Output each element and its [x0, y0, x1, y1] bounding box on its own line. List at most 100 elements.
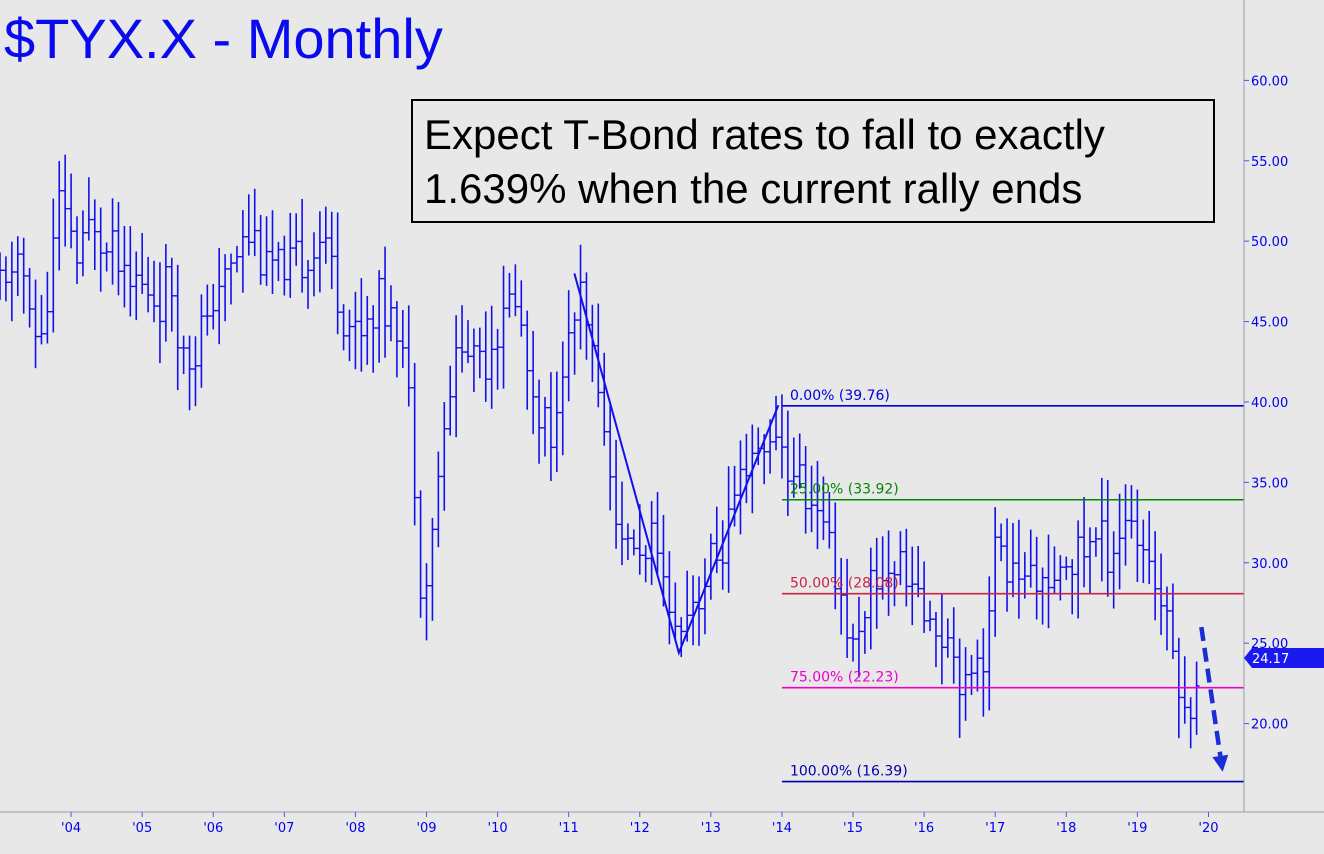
y-tick-label: 35.00	[1251, 476, 1288, 491]
forecast-arrow-head	[1212, 754, 1229, 772]
price-bar	[915, 546, 922, 598]
price-bar	[1110, 531, 1117, 609]
price-bar	[950, 607, 957, 684]
price-bar	[8, 241, 15, 322]
y-tick-label: 45.00	[1251, 316, 1288, 331]
price-bar	[26, 267, 33, 328]
price-bar	[624, 523, 631, 560]
price-bar	[1039, 567, 1046, 625]
price-bar	[571, 312, 578, 375]
last-price-tag-shape	[1244, 648, 1324, 668]
price-bar	[316, 211, 323, 293]
price-bar	[784, 410, 791, 517]
price-bar	[251, 188, 258, 257]
price-bar	[1128, 485, 1135, 539]
price-bar	[1098, 477, 1105, 582]
price-bar	[595, 303, 602, 408]
price-bar	[387, 285, 394, 342]
price-bar	[820, 476, 827, 541]
price-bar	[690, 575, 697, 646]
annotation-line-1: Expect T-Bond rates to fall to exactly	[424, 111, 1105, 158]
price-bar	[1140, 519, 1147, 584]
price-bar	[103, 242, 110, 272]
y-tick-label: 40.00	[1251, 396, 1288, 411]
price-bar	[482, 311, 489, 402]
forecast-arrow	[1199, 626, 1229, 772]
price-bar	[275, 241, 282, 282]
price-bar	[186, 335, 193, 411]
price-bar	[927, 600, 934, 632]
price-bar	[204, 284, 211, 336]
price-bar	[97, 207, 104, 292]
price-bar	[417, 490, 424, 618]
price-bar	[512, 264, 519, 317]
price-bar	[198, 294, 205, 388]
price-bar	[743, 433, 750, 504]
forecast-arrow-shaft	[1199, 626, 1223, 757]
price-bar	[257, 214, 264, 285]
price-bar	[944, 618, 951, 658]
price-bar	[1193, 661, 1200, 735]
price-bar	[299, 198, 306, 293]
price-bar	[998, 523, 1005, 562]
price-bar	[1063, 556, 1070, 580]
last-price-label: 24.17	[1252, 652, 1289, 667]
price-bar	[737, 440, 744, 535]
price-bar	[399, 310, 406, 368]
x-tick-label: '17	[985, 821, 1005, 836]
price-bar	[239, 210, 246, 293]
price-bar	[156, 262, 163, 364]
price-bar	[1051, 546, 1058, 595]
price-bar	[1075, 520, 1082, 619]
price-bar	[660, 514, 667, 607]
price-bar	[630, 529, 637, 556]
x-tick-label: '13	[701, 821, 721, 836]
price-bar	[1146, 510, 1153, 585]
price-bar	[393, 301, 400, 378]
fib-level-label: 25.00% (33.92)	[790, 482, 899, 498]
price-bar	[1009, 522, 1016, 598]
price-bar	[79, 210, 86, 277]
price-bar	[1152, 531, 1159, 621]
price-bar	[921, 561, 928, 633]
annotation-box-frame	[411, 99, 1215, 223]
price-bar	[565, 290, 572, 402]
price-bar	[867, 547, 874, 650]
annotation-box: Expect T-Bond rates to fall to exactly 1…	[411, 99, 1215, 223]
price-bar	[1116, 493, 1123, 590]
price-bar	[50, 198, 57, 333]
price-bar	[20, 237, 27, 314]
price-bar	[666, 551, 673, 645]
price-bar	[464, 320, 471, 364]
price-bar	[672, 582, 679, 642]
price-bar	[808, 465, 815, 533]
price-bar	[488, 305, 495, 409]
price-bar	[470, 328, 477, 393]
price-bar	[962, 647, 969, 721]
price-bar	[109, 198, 116, 285]
x-tick-label: '15	[843, 821, 863, 836]
price-bar	[441, 401, 448, 511]
price-bar	[305, 259, 312, 309]
x-tick-label: '08	[345, 821, 365, 836]
price-bar	[216, 248, 223, 345]
price-bar	[855, 596, 862, 678]
price-bar	[713, 506, 720, 574]
x-tick-label: '05	[132, 821, 152, 836]
price-bar	[233, 245, 240, 273]
last-price-tag: 24.17	[1244, 648, 1324, 668]
price-bar	[310, 232, 317, 297]
price-bar	[494, 328, 501, 390]
price-bar	[506, 272, 513, 318]
price-bar	[909, 546, 916, 626]
price-bar	[245, 194, 252, 256]
price-bar	[364, 296, 371, 365]
price-bar	[992, 507, 999, 637]
price-bar	[85, 177, 92, 241]
price-bar	[1187, 697, 1194, 749]
x-tick-label: '16	[914, 821, 934, 836]
price-bar	[844, 558, 851, 658]
price-bar	[1134, 489, 1141, 582]
price-bar	[281, 235, 288, 296]
